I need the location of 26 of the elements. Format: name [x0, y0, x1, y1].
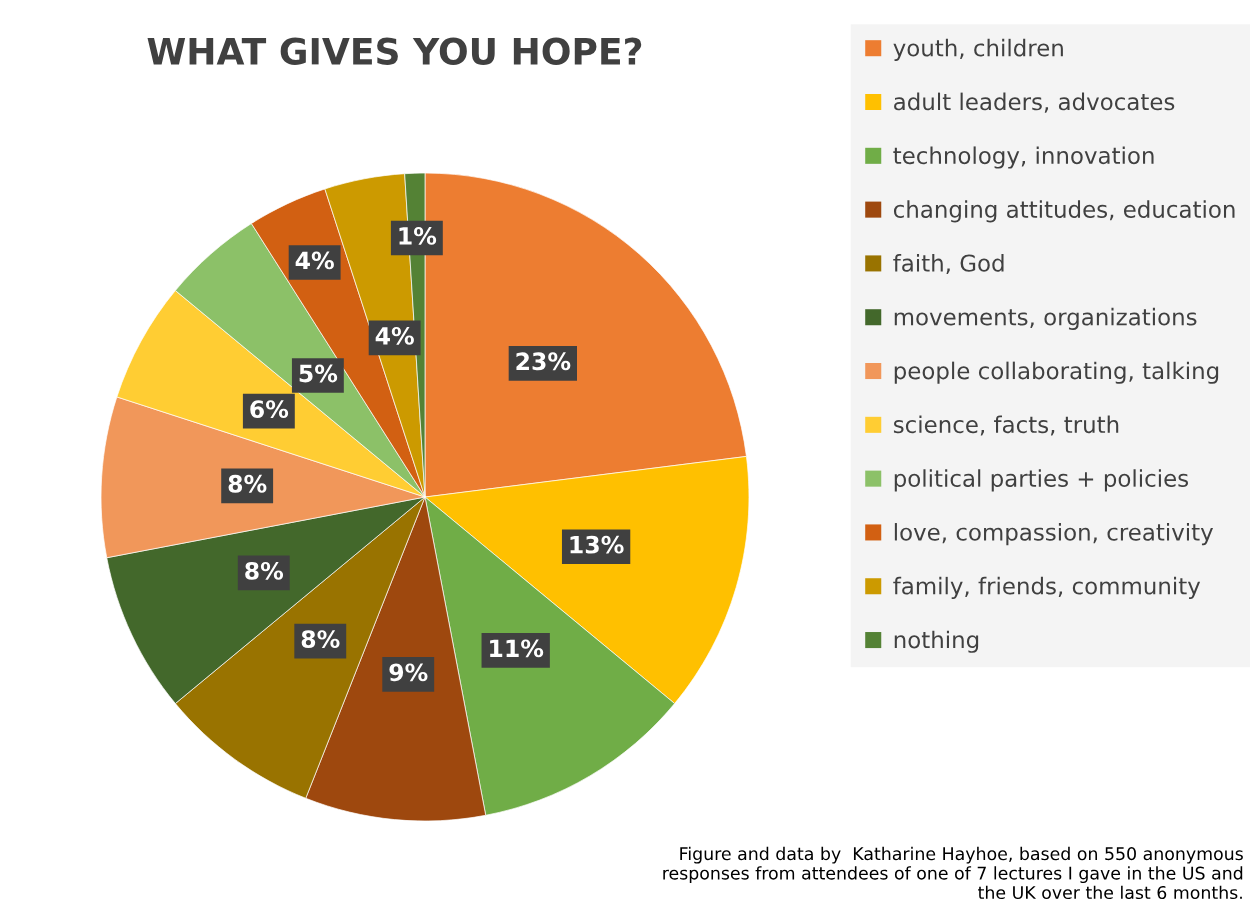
text: Figure and data by Katharine Hayhoe, based on 550 anonymous responses from attendees of one of 7 lectures I gave in the US and the UK over the last 6 months. — [663, 846, 1243, 900]
data-label: 13% — [570, 535, 624, 554]
data-label: 8% — [245, 561, 284, 580]
legend-label: political parties + policies — [894, 469, 1189, 492]
legend-label: people collaborating, talking — [894, 361, 1219, 384]
legend-label: youth, children — [893, 38, 1063, 61]
chart-title: WHAT GIVES YOU HOPE? — [147, 37, 642, 65]
data-label: 11% — [490, 639, 544, 658]
legend-label: movements, organizations — [894, 307, 1197, 331]
legend-label: science, facts, truth — [893, 415, 1119, 436]
legend-label: nothing — [894, 630, 979, 653]
data-label: 8% — [228, 474, 267, 493]
data-label: 6% — [250, 400, 289, 419]
legend-label: faith, God — [893, 254, 1004, 275]
legend-label: love, compassion, creativity — [894, 523, 1214, 546]
data-label: 5% — [299, 364, 338, 383]
legend-label: adult leaders, advocates — [894, 92, 1175, 113]
data-label: 8% — [301, 630, 340, 649]
data-label: 4% — [375, 326, 414, 345]
data-label: 1% — [399, 226, 437, 245]
data-label: 9% — [389, 663, 428, 682]
data-label: 23% — [516, 352, 571, 371]
data-label: 4% — [295, 251, 334, 270]
legend-label: family, friends, community — [893, 576, 1201, 600]
legend-label: changing attitudes, education — [893, 200, 1235, 223]
legend-label: technology, innovation — [893, 146, 1154, 169]
